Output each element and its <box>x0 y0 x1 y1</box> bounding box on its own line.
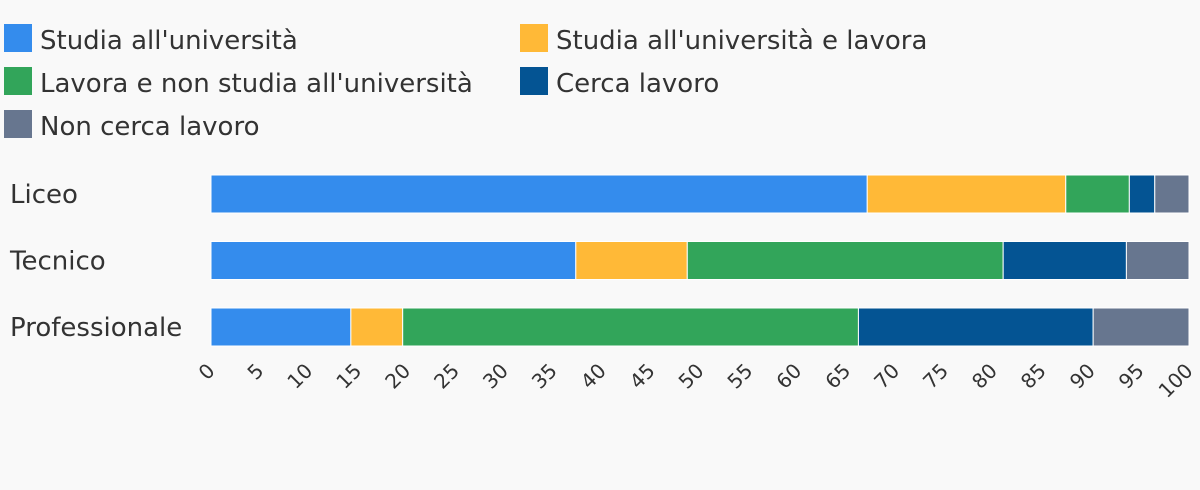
bar-tecnico-lavora-e-non-studia-all-universita <box>686 241 1004 280</box>
legend-label: Non cerca lavoro <box>40 112 259 142</box>
bar-liceo-studia-all-universita-e-lavora <box>866 174 1067 214</box>
category-labels: Liceo Tecnico Professionale <box>9 180 182 343</box>
bar-professionale-cerca-lavoro <box>857 307 1094 347</box>
x-tick-label: 25 <box>429 359 464 394</box>
x-tick-label: 0 <box>194 359 220 385</box>
x-tick-label: 100 <box>1154 359 1198 403</box>
x-tick-label: 45 <box>625 359 660 394</box>
legend-swatch <box>520 67 548 95</box>
x-tick-label: 5 <box>242 359 268 385</box>
x-tick-label: 40 <box>576 359 611 394</box>
category-label-liceo: Liceo <box>10 180 78 210</box>
x-tick-label: 85 <box>1016 359 1051 394</box>
bar-professionale-non-cerca-lavoro <box>1092 307 1190 347</box>
legend-swatch <box>520 24 548 52</box>
legend-item-studia-all-universita-e-lavora: Studia all'università e lavora <box>520 24 927 56</box>
legend-label: Studia all'università e lavora <box>556 26 927 56</box>
legend-item-non-cerca-lavoro: Non cerca lavoro <box>4 110 259 142</box>
bar-professionale-lavora-e-non-studia-all-universita <box>402 307 859 347</box>
legend-item-cerca-lavoro: Cerca lavoro <box>520 67 719 99</box>
bar-tecnico-studia-all-universita-e-lavora <box>575 241 688 280</box>
bar-professionale-studia-all-universita <box>210 307 352 347</box>
legend-label: Lavora e non studia all'università <box>40 69 473 99</box>
category-label-professionale: Professionale <box>10 313 182 343</box>
legend-swatch <box>4 110 32 138</box>
x-tick-label: 50 <box>674 359 709 394</box>
x-tick-label: 80 <box>967 359 1002 394</box>
legend-item-lavora-e-non-studia-all-universita: Lavora e non studia all'università <box>4 67 473 99</box>
bar-liceo-lavora-e-non-studia-all-universita <box>1065 174 1130 214</box>
legend-item-studia-all-universita: Studia all'università <box>4 24 298 56</box>
legend-swatch <box>4 67 32 95</box>
chart-bars <box>210 174 1190 347</box>
x-tick-label: 30 <box>478 359 513 394</box>
bar-professionale-studia-all-universita-e-lavora <box>350 307 404 347</box>
x-tick-label: 65 <box>820 359 855 394</box>
bar-liceo-studia-all-universita <box>210 174 868 214</box>
x-tick-label: 70 <box>869 359 904 394</box>
x-tick-label: 75 <box>918 359 953 394</box>
x-axis-ticks: 0 5 10 15 20 25 30 35 40 45 50 55 60 65 70 75 80 85 90 95 10… <box>194 359 1198 403</box>
legend-label: Studia all'università <box>40 26 298 56</box>
bar-tecnico-studia-all-universita <box>210 241 577 280</box>
bar-liceo-cerca-lavoro <box>1128 174 1156 214</box>
x-tick-label: 10 <box>282 359 317 394</box>
x-tick-label: 60 <box>771 359 806 394</box>
x-tick-label: 35 <box>527 359 562 394</box>
legend-swatch <box>4 24 32 52</box>
bar-liceo-non-cerca-lavoro <box>1154 174 1190 214</box>
bar-tecnico-non-cerca-lavoro <box>1125 241 1190 280</box>
category-label-tecnico: Tecnico <box>9 247 106 277</box>
legend-label: Cerca lavoro <box>556 69 719 99</box>
x-tick-label: 55 <box>722 359 757 394</box>
x-tick-label: 95 <box>1114 359 1149 394</box>
x-tick-label: 20 <box>380 359 415 394</box>
chart-legend: Studia all'università Studia all'universi… <box>4 24 927 142</box>
bar-tecnico-cerca-lavoro <box>1002 241 1127 280</box>
x-tick-label: 90 <box>1065 359 1100 394</box>
x-tick-label: 15 <box>331 359 366 394</box>
